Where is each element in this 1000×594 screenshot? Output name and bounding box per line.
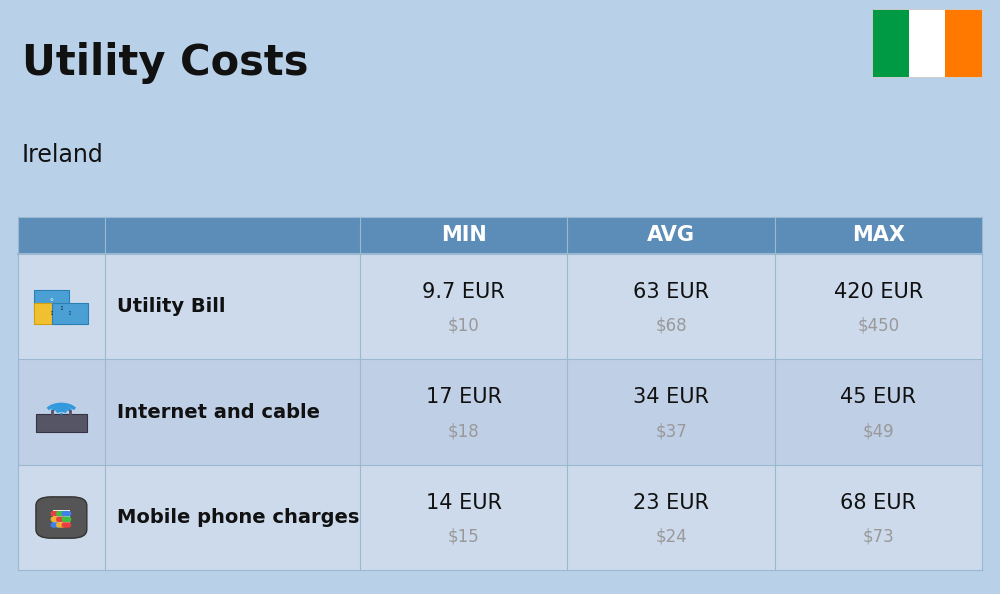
Bar <box>872 9 982 77</box>
FancyBboxPatch shape <box>51 511 60 516</box>
Text: $450: $450 <box>857 317 899 334</box>
Text: $68: $68 <box>655 317 687 334</box>
Text: 34 EUR: 34 EUR <box>633 387 709 407</box>
Text: ⚙: ⚙ <box>50 298 53 302</box>
Bar <box>872 9 909 77</box>
Text: MAX: MAX <box>852 225 905 245</box>
FancyBboxPatch shape <box>36 497 87 538</box>
FancyBboxPatch shape <box>36 414 87 432</box>
Bar <box>909 9 945 77</box>
Text: 420 EUR: 420 EUR <box>834 282 923 302</box>
FancyBboxPatch shape <box>34 303 69 324</box>
Text: 45 EUR: 45 EUR <box>840 387 916 407</box>
Text: $18: $18 <box>448 422 480 440</box>
FancyBboxPatch shape <box>52 303 88 324</box>
Circle shape <box>60 413 63 415</box>
Text: $15: $15 <box>448 527 480 545</box>
Bar <box>18 217 982 254</box>
Text: MIN: MIN <box>441 225 487 245</box>
Text: Internet and cable: Internet and cable <box>117 403 320 422</box>
Text: AVG: AVG <box>647 225 695 245</box>
Text: 🧍: 🧍 <box>60 307 62 310</box>
FancyBboxPatch shape <box>34 290 69 311</box>
Text: 9.7 EUR: 9.7 EUR <box>422 282 505 302</box>
Text: 23 EUR: 23 EUR <box>633 492 709 513</box>
FancyBboxPatch shape <box>62 522 71 527</box>
Text: $49: $49 <box>863 422 894 440</box>
FancyBboxPatch shape <box>53 510 70 526</box>
Text: $37: $37 <box>655 422 687 440</box>
Text: 63 EUR: 63 EUR <box>633 282 709 302</box>
Text: 🔌: 🔌 <box>51 311 52 315</box>
FancyBboxPatch shape <box>56 522 66 527</box>
Text: $73: $73 <box>862 527 894 545</box>
Text: $10: $10 <box>448 317 480 334</box>
Text: 68 EUR: 68 EUR <box>840 492 916 513</box>
FancyBboxPatch shape <box>62 517 71 522</box>
FancyBboxPatch shape <box>51 522 60 527</box>
Text: Ireland: Ireland <box>22 143 104 166</box>
Bar <box>945 9 982 77</box>
Text: Utility Costs: Utility Costs <box>22 42 308 84</box>
FancyBboxPatch shape <box>51 517 60 522</box>
Bar <box>18 254 982 359</box>
Text: 14 EUR: 14 EUR <box>426 492 502 513</box>
FancyBboxPatch shape <box>56 511 66 516</box>
Text: Utility Bill: Utility Bill <box>117 297 225 316</box>
Text: 💧: 💧 <box>69 311 71 315</box>
FancyBboxPatch shape <box>62 511 71 516</box>
Text: $24: $24 <box>655 527 687 545</box>
Bar <box>18 465 982 570</box>
Text: 17 EUR: 17 EUR <box>426 387 502 407</box>
FancyBboxPatch shape <box>56 517 66 522</box>
Text: Mobile phone charges: Mobile phone charges <box>117 508 359 527</box>
Bar <box>18 359 982 465</box>
